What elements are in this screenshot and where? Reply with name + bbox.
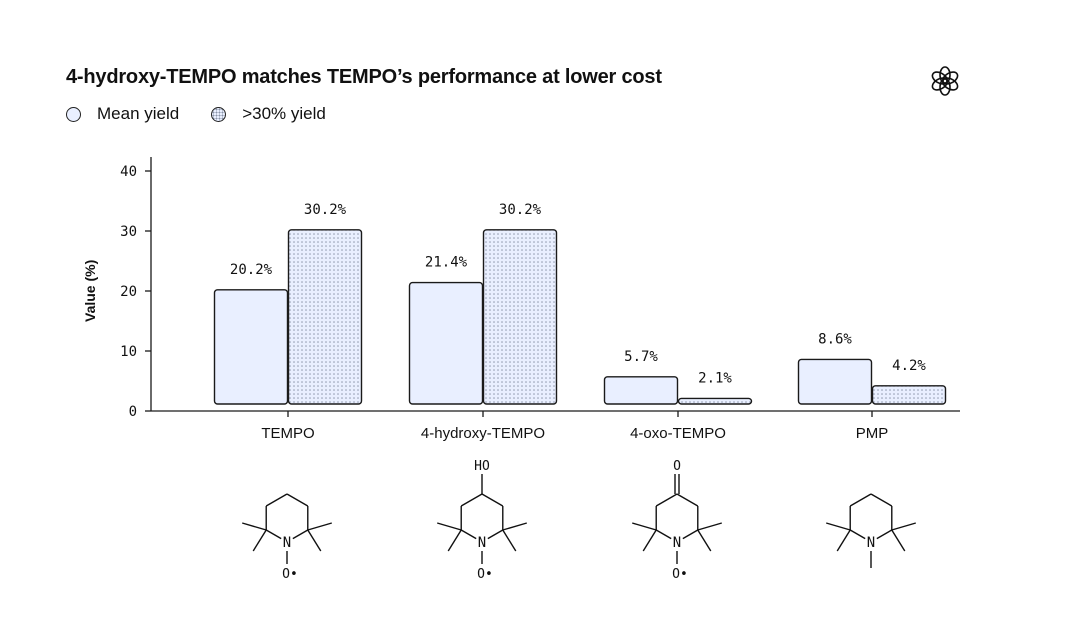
x-tick-label: 4-oxo-TEMPO <box>630 425 726 442</box>
bond <box>642 529 657 552</box>
chart-legend: Mean yield >30% yield <box>66 104 358 124</box>
bar-value-label: 30.2% <box>499 202 542 218</box>
bond <box>826 522 851 531</box>
bond <box>632 522 657 531</box>
molecule-structure: N O• O <box>632 459 722 582</box>
legend-swatch-dotted <box>211 106 227 122</box>
bond <box>307 522 332 531</box>
legend-swatch-solid <box>66 106 81 122</box>
bond <box>437 522 462 531</box>
bar-value-label: 8.6% <box>818 331 852 347</box>
bond <box>447 529 462 552</box>
chart-title: 4-hydroxy-TEMPO matches TEMPO’s performa… <box>66 66 662 88</box>
bond <box>242 522 267 531</box>
atom-label-top: HO <box>474 459 490 474</box>
y-tick-label: 30 <box>120 224 137 240</box>
bond <box>876 529 893 540</box>
bond <box>697 529 712 552</box>
atom-label-n: N <box>283 535 291 551</box>
bar-value-label: 21.4% <box>425 255 468 271</box>
bar-high-yield <box>482 229 558 405</box>
bond <box>676 493 699 507</box>
bond <box>487 529 504 540</box>
bond <box>849 529 866 540</box>
molecule-structure: N O• HO <box>437 459 527 582</box>
bond <box>502 522 527 531</box>
bond <box>460 529 477 540</box>
bar-mean-yield <box>797 358 873 405</box>
atom-label-oxyl: O• <box>477 567 493 582</box>
bond <box>697 522 722 531</box>
y-tick-label: 0 <box>129 404 137 420</box>
legend-item-mean-yield: Mean yield <box>66 104 179 124</box>
bond <box>682 529 699 540</box>
bar-high-yield <box>871 385 947 405</box>
x-tick-label: TEMPO <box>261 425 314 442</box>
legend-label: Mean yield <box>97 104 180 123</box>
x-tick-label: 4-hydroxy-TEMPO <box>421 425 545 442</box>
bar-value-label: 5.7% <box>624 349 658 365</box>
bond <box>891 522 916 531</box>
x-tick-label: PMP <box>856 425 889 442</box>
bar-value-label: 4.2% <box>892 358 926 374</box>
molecule-structure: N O• <box>242 493 332 582</box>
bond <box>655 493 678 507</box>
bar-high-yield <box>287 229 363 405</box>
atom-label-n: N <box>478 535 486 551</box>
legend-item-high-yield: >30% yield <box>211 104 326 124</box>
bond <box>265 493 288 507</box>
molecule-structure: N <box>826 493 916 568</box>
bond <box>460 493 483 507</box>
legend-label: >30% yield <box>242 104 326 123</box>
bond <box>870 493 893 507</box>
bar-mean-yield <box>213 289 289 405</box>
atom-label-oxyl: O• <box>672 567 688 582</box>
bond <box>836 529 851 552</box>
bond <box>655 529 672 540</box>
bar-mean-yield <box>603 376 679 405</box>
atom-label-top: O <box>673 459 681 474</box>
bar-value-label: 2.1% <box>698 370 732 386</box>
bar-mean-yield <box>408 281 484 405</box>
bond <box>891 529 906 552</box>
bond <box>292 529 309 540</box>
bond <box>307 529 322 552</box>
atom-label-oxyl: O• <box>282 567 298 582</box>
atom-label-n: N <box>673 535 681 551</box>
bond <box>849 493 872 507</box>
atom-label-n: N <box>867 535 875 551</box>
bar-value-label: 30.2% <box>304 202 347 218</box>
bond <box>502 529 517 552</box>
bar-value-label: 20.2% <box>230 262 273 278</box>
bond <box>481 493 504 507</box>
bond <box>286 493 309 507</box>
y-tick-label: 20 <box>120 284 137 300</box>
bar-high-yield <box>677 397 753 405</box>
y-tick-label: 10 <box>120 344 137 360</box>
bond <box>252 529 267 552</box>
openai-logo-icon <box>931 66 959 96</box>
bond <box>265 529 282 540</box>
y-tick-label: 40 <box>120 164 137 180</box>
